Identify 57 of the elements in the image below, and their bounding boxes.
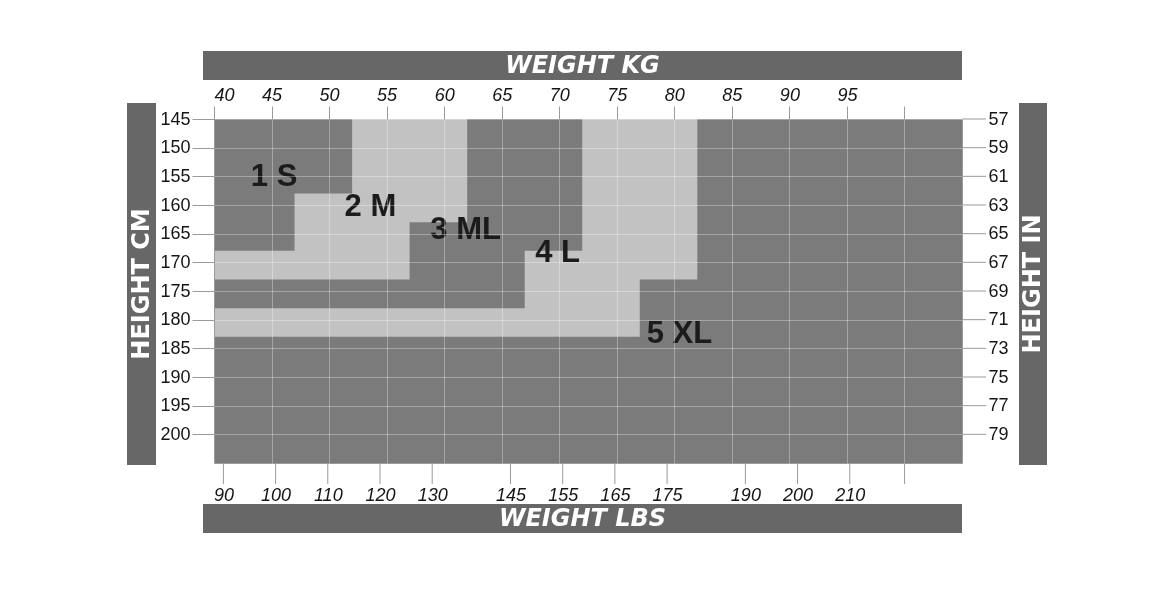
x2-tick-label: 60: [434, 84, 455, 105]
x-tick-label: 145: [495, 484, 527, 505]
x2-tick-label: 40: [214, 84, 235, 105]
x2-tick-label: 80: [664, 84, 685, 105]
y2-tick-label: 57: [988, 108, 1009, 129]
y-tick-label: 145: [160, 108, 191, 129]
x2-tick-label: 75: [607, 84, 629, 105]
y-tick-label: 195: [160, 395, 191, 416]
y2-tick-label: 75: [988, 366, 1009, 387]
y2-axis-title: HEIGHT IN: [1018, 214, 1046, 354]
y2-tick-label: 77: [988, 395, 1009, 416]
y-tick-label: 175: [160, 280, 191, 301]
x-tick-label: 165: [600, 484, 632, 505]
y2-tick-label: 67: [988, 251, 1009, 272]
series-label: 4 L: [535, 234, 580, 270]
x-tick-label: 120: [365, 484, 396, 505]
x-tick-label: 155: [548, 484, 580, 505]
x-axis-title: WEIGHT LBS: [498, 503, 667, 532]
y2-tick-label: 71: [988, 309, 1009, 330]
y2-tick-label: 65: [988, 223, 1009, 244]
y2-tick-label: 63: [988, 194, 1009, 215]
x2-axis-title: WEIGHT KG: [505, 50, 660, 79]
band-label: 5 XL: [646, 315, 713, 351]
x-tick-label: 90: [213, 484, 234, 505]
x2-tick-label: 65: [492, 84, 514, 105]
x2-tick-label: 85: [722, 84, 744, 105]
x2-tick-label: 55: [377, 84, 399, 105]
y2-tick-label: 61: [988, 165, 1009, 186]
x-tick-label: 110: [313, 484, 343, 505]
x2-tick-label: 95: [837, 84, 859, 105]
series-label: 2 M: [344, 187, 397, 223]
x2-tick-label: 70: [549, 84, 570, 105]
y-tick-label: 200: [160, 423, 191, 444]
y-tick-label: 165: [160, 223, 191, 244]
y-tick-label: 180: [160, 309, 191, 330]
x-tick-label: 210: [834, 484, 866, 505]
series-label: 3 ML: [430, 211, 501, 247]
x2-tick-label: 45: [262, 84, 284, 105]
y-tick-label: 150: [160, 137, 191, 158]
y-tick-label: 190: [160, 366, 191, 387]
x-tick-label: 190: [730, 484, 761, 505]
y2-tick-label: 69: [988, 280, 1009, 301]
x-tick-label: 200: [782, 484, 814, 505]
y2-tick-label: 79: [988, 423, 1009, 444]
x2-tick-label: 90: [779, 84, 800, 105]
y2-tick-label: 73: [988, 337, 1009, 358]
y2-tick-label: 59: [988, 137, 1009, 158]
x-tick-label: 100: [261, 484, 292, 505]
y-tick-label: 170: [160, 251, 191, 272]
series-label: 1 S: [250, 157, 298, 193]
x-tick-label: 130: [417, 484, 448, 505]
y-axis-title: HEIGHT CM: [126, 208, 155, 360]
x-tick-label: 175: [652, 484, 684, 505]
y-tick-label: 155: [160, 165, 191, 186]
x2-tick-label: 50: [319, 84, 340, 105]
y-tick-label: 185: [160, 337, 191, 358]
y-tick-label: 160: [160, 194, 191, 215]
